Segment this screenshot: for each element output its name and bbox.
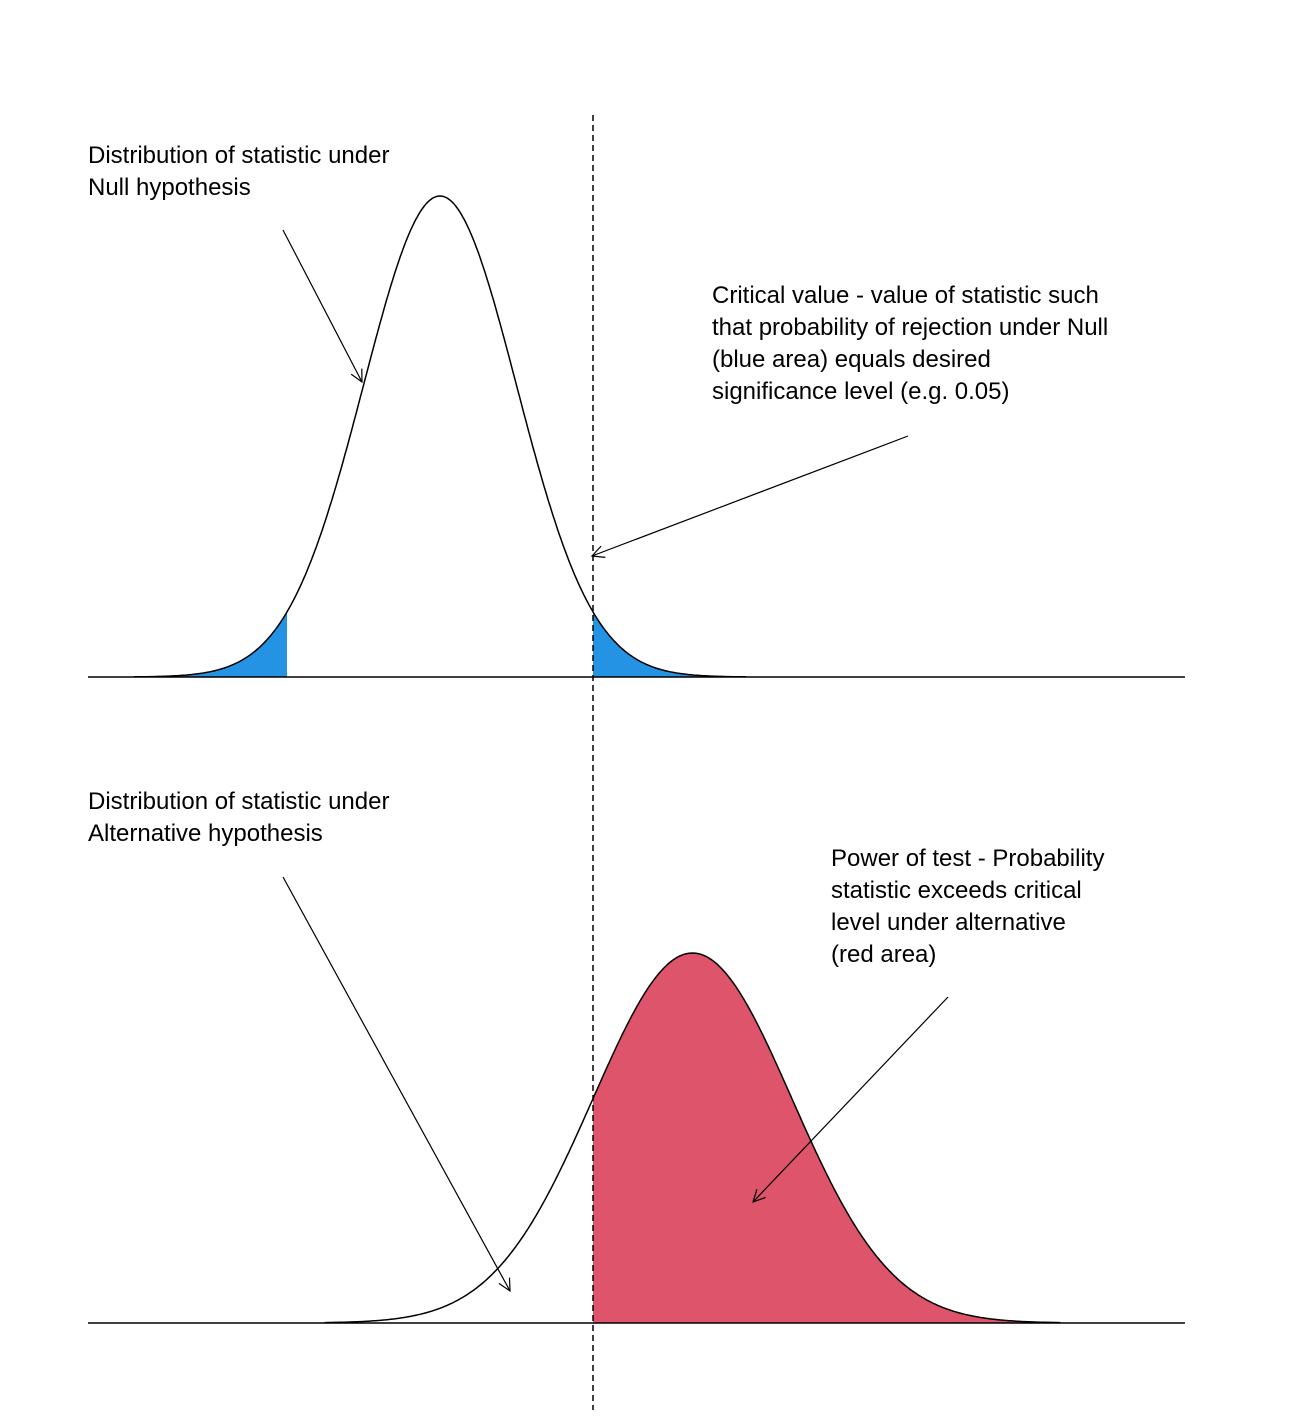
critical-value-label: Critical value - value of statistic such… bbox=[712, 282, 1115, 405]
null-dist-arrow bbox=[282, 229, 362, 382]
null-upper-rejection-area bbox=[593, 611, 746, 677]
power-area bbox=[593, 953, 1061, 1323]
alt-dist-arrow bbox=[282, 876, 510, 1291]
power-label: Power of test - Probability statistic ex… bbox=[831, 845, 1111, 968]
null-dist-label: Distribution of statistic under Null hyp… bbox=[88, 142, 396, 201]
null-distribution-curve bbox=[134, 195, 746, 678]
power-arrow bbox=[753, 996, 949, 1202]
null-lower-rejection-area bbox=[134, 611, 287, 677]
alt-dist-label: Distribution of statistic under Alternat… bbox=[88, 788, 396, 847]
critical-value-arrow bbox=[592, 435, 909, 556]
alternative-distribution-curve bbox=[324, 952, 1061, 1324]
